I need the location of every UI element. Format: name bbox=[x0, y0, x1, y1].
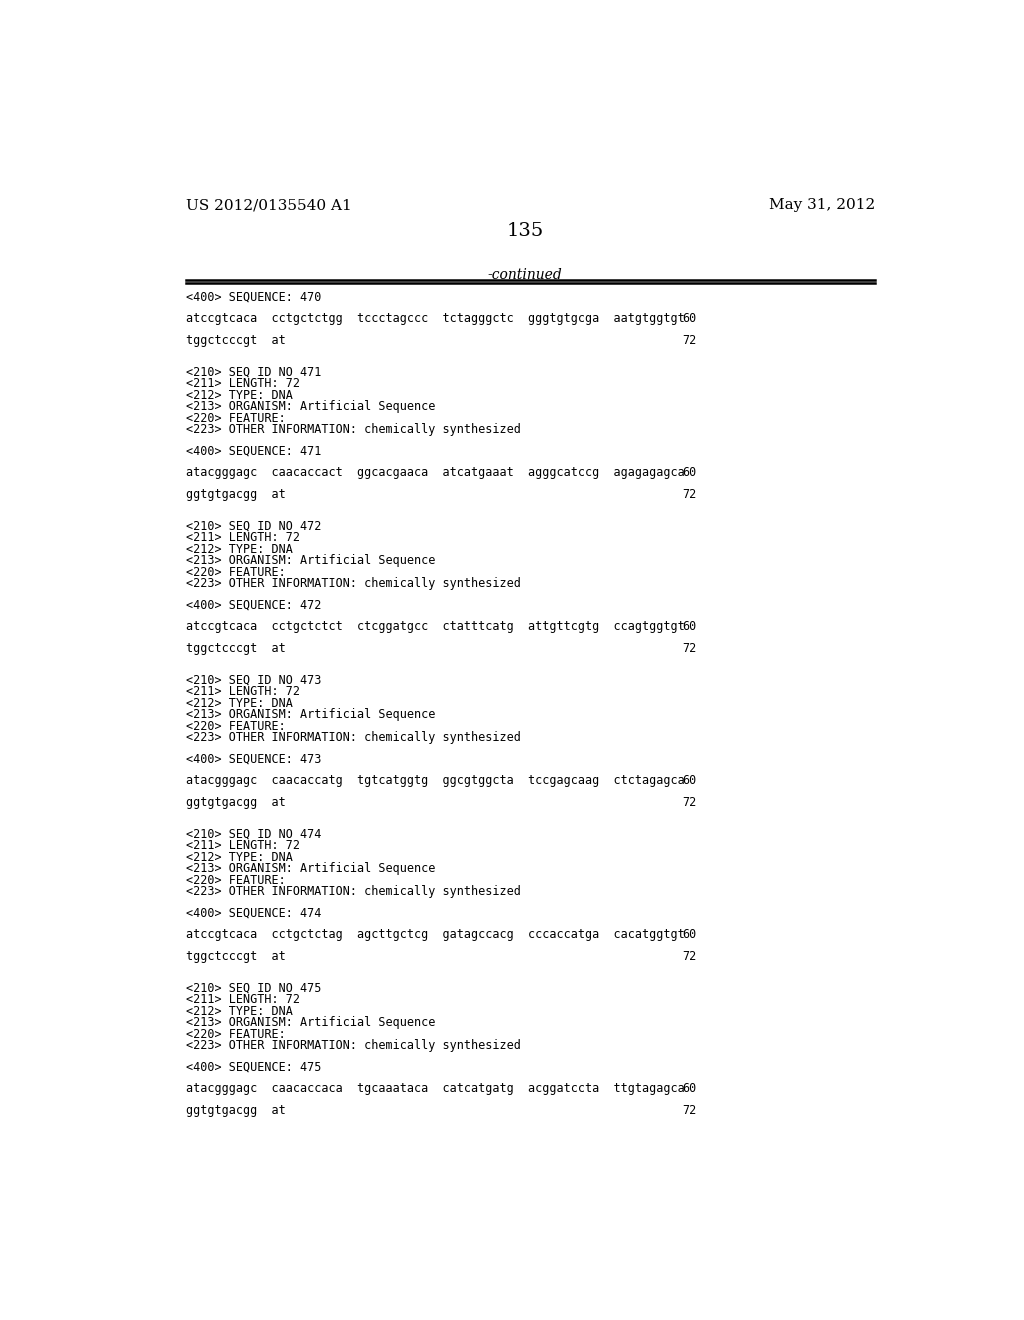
Text: <212> TYPE: DNA: <212> TYPE: DNA bbox=[186, 543, 293, 556]
Text: <400> SEQUENCE: 473: <400> SEQUENCE: 473 bbox=[186, 752, 322, 766]
Text: <210> SEQ ID NO 472: <210> SEQ ID NO 472 bbox=[186, 520, 322, 532]
Text: <211> LENGTH: 72: <211> LENGTH: 72 bbox=[186, 378, 300, 391]
Text: atccgtcaca  cctgctctgg  tccctagccc  tctagggctc  gggtgtgcga  aatgtggtgt: atccgtcaca cctgctctgg tccctagccc tctaggg… bbox=[186, 313, 685, 326]
Text: 72: 72 bbox=[682, 950, 696, 964]
Text: ggtgtgacgg  at: ggtgtgacgg at bbox=[186, 488, 286, 502]
Text: <212> TYPE: DNA: <212> TYPE: DNA bbox=[186, 850, 293, 863]
Text: <400> SEQUENCE: 474: <400> SEQUENCE: 474 bbox=[186, 907, 322, 920]
Text: <220> FEATURE:: <220> FEATURE: bbox=[186, 566, 286, 578]
Text: <211> LENGTH: 72: <211> LENGTH: 72 bbox=[186, 840, 300, 853]
Text: 72: 72 bbox=[682, 488, 696, 502]
Text: tggctcccgt  at: tggctcccgt at bbox=[186, 642, 286, 655]
Text: <220> FEATURE:: <220> FEATURE: bbox=[186, 874, 286, 887]
Text: 72: 72 bbox=[682, 796, 696, 809]
Text: <223> OTHER INFORMATION: chemically synthesized: <223> OTHER INFORMATION: chemically synt… bbox=[186, 424, 521, 437]
Text: atacgggagc  caacaccaca  tgcaaataca  catcatgatg  acggatccta  ttgtagagca: atacgggagc caacaccaca tgcaaataca catcatg… bbox=[186, 1082, 685, 1096]
Text: <223> OTHER INFORMATION: chemically synthesized: <223> OTHER INFORMATION: chemically synt… bbox=[186, 731, 521, 744]
Text: <210> SEQ ID NO 471: <210> SEQ ID NO 471 bbox=[186, 366, 322, 379]
Text: tggctcccgt  at: tggctcccgt at bbox=[186, 950, 286, 964]
Text: <223> OTHER INFORMATION: chemically synthesized: <223> OTHER INFORMATION: chemically synt… bbox=[186, 577, 521, 590]
Text: 72: 72 bbox=[682, 334, 696, 347]
Text: -continued: -continued bbox=[487, 268, 562, 281]
Text: 135: 135 bbox=[506, 222, 544, 239]
Text: <213> ORGANISM: Artificial Sequence: <213> ORGANISM: Artificial Sequence bbox=[186, 554, 435, 568]
Text: atccgtcaca  cctgctctag  agcttgctcg  gatagccacg  cccaccatga  cacatggtgt: atccgtcaca cctgctctag agcttgctcg gatagcc… bbox=[186, 928, 685, 941]
Text: tggctcccgt  at: tggctcccgt at bbox=[186, 334, 286, 347]
Text: atccgtcaca  cctgctctct  ctcggatgcc  ctatttcatg  attgttcgtg  ccagtggtgt: atccgtcaca cctgctctct ctcggatgcc ctatttc… bbox=[186, 620, 685, 634]
Text: <220> FEATURE:: <220> FEATURE: bbox=[186, 719, 286, 733]
Text: <212> TYPE: DNA: <212> TYPE: DNA bbox=[186, 388, 293, 401]
Text: <400> SEQUENCE: 475: <400> SEQUENCE: 475 bbox=[186, 1061, 322, 1074]
Text: <211> LENGTH: 72: <211> LENGTH: 72 bbox=[186, 531, 300, 544]
Text: atacgggagc  caacaccatg  tgtcatggtg  ggcgtggcta  tccgagcaag  ctctagagca: atacgggagc caacaccatg tgtcatggtg ggcgtgg… bbox=[186, 775, 685, 788]
Text: 60: 60 bbox=[682, 928, 696, 941]
Text: <400> SEQUENCE: 471: <400> SEQUENCE: 471 bbox=[186, 445, 322, 458]
Text: <220> FEATURE:: <220> FEATURE: bbox=[186, 1028, 286, 1040]
Text: <400> SEQUENCE: 470: <400> SEQUENCE: 470 bbox=[186, 290, 322, 304]
Text: 60: 60 bbox=[682, 620, 696, 634]
Text: <213> ORGANISM: Artificial Sequence: <213> ORGANISM: Artificial Sequence bbox=[186, 1016, 435, 1030]
Text: <211> LENGTH: 72: <211> LENGTH: 72 bbox=[186, 993, 300, 1006]
Text: ggtgtgacgg  at: ggtgtgacgg at bbox=[186, 1104, 286, 1117]
Text: 72: 72 bbox=[682, 1104, 696, 1117]
Text: <223> OTHER INFORMATION: chemically synthesized: <223> OTHER INFORMATION: chemically synt… bbox=[186, 1039, 521, 1052]
Text: 72: 72 bbox=[682, 642, 696, 655]
Text: US 2012/0135540 A1: US 2012/0135540 A1 bbox=[186, 198, 352, 213]
Text: 60: 60 bbox=[682, 775, 696, 788]
Text: <400> SEQUENCE: 472: <400> SEQUENCE: 472 bbox=[186, 599, 322, 612]
Text: <212> TYPE: DNA: <212> TYPE: DNA bbox=[186, 1005, 293, 1018]
Text: <210> SEQ ID NO 474: <210> SEQ ID NO 474 bbox=[186, 828, 322, 841]
Text: <211> LENGTH: 72: <211> LENGTH: 72 bbox=[186, 685, 300, 698]
Text: ggtgtgacgg  at: ggtgtgacgg at bbox=[186, 796, 286, 809]
Text: <210> SEQ ID NO 473: <210> SEQ ID NO 473 bbox=[186, 673, 322, 686]
Text: <213> ORGANISM: Artificial Sequence: <213> ORGANISM: Artificial Sequence bbox=[186, 862, 435, 875]
Text: 60: 60 bbox=[682, 466, 696, 479]
Text: <223> OTHER INFORMATION: chemically synthesized: <223> OTHER INFORMATION: chemically synt… bbox=[186, 886, 521, 899]
Text: <212> TYPE: DNA: <212> TYPE: DNA bbox=[186, 697, 293, 710]
Text: 60: 60 bbox=[682, 1082, 696, 1096]
Text: 60: 60 bbox=[682, 313, 696, 326]
Text: <220> FEATURE:: <220> FEATURE: bbox=[186, 412, 286, 425]
Text: <213> ORGANISM: Artificial Sequence: <213> ORGANISM: Artificial Sequence bbox=[186, 400, 435, 413]
Text: <210> SEQ ID NO 475: <210> SEQ ID NO 475 bbox=[186, 982, 322, 994]
Text: atacgggagc  caacaccact  ggcacgaaca  atcatgaaat  agggcatccg  agagagagca: atacgggagc caacaccact ggcacgaaca atcatga… bbox=[186, 466, 685, 479]
Text: <213> ORGANISM: Artificial Sequence: <213> ORGANISM: Artificial Sequence bbox=[186, 708, 435, 721]
Text: May 31, 2012: May 31, 2012 bbox=[769, 198, 876, 213]
